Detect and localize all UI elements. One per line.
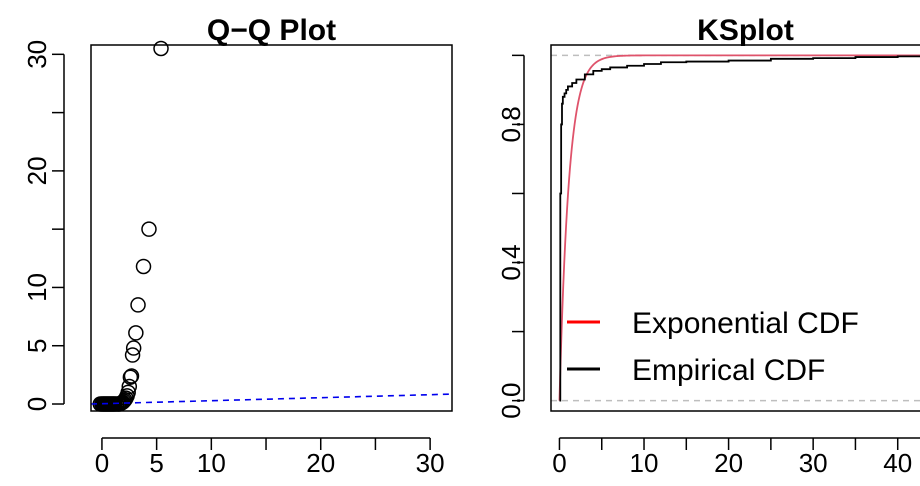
data-point <box>141 221 157 237</box>
empirical-cdf-line <box>559 55 920 402</box>
data-point <box>153 40 169 57</box>
data-point <box>121 378 138 395</box>
ks-plot-panel: KSplot 0 10 20 30 40 0.0 0.4 0.8 Exponential CDF E… <box>496 14 920 478</box>
data-point <box>135 258 152 275</box>
chart-title: KSplot <box>697 14 794 47</box>
y-tick-label: 20 <box>22 156 52 185</box>
legend-label: Empirical CDF <box>632 354 825 387</box>
plot-frame <box>90 44 453 412</box>
data-point <box>122 369 139 385</box>
x-tick-label: 0 <box>95 448 109 478</box>
chart-title: Q−Q Plot <box>207 14 336 47</box>
x-tick-label: 30 <box>799 448 828 478</box>
legend-label: Exponential CDF <box>632 307 859 340</box>
y-tick-label: 0.4 <box>496 244 526 280</box>
x-tick-label: 40 <box>883 448 912 478</box>
data-point <box>125 340 142 356</box>
y-tick-label: 0.0 <box>496 383 526 419</box>
data-point <box>124 347 141 363</box>
plot-frame <box>550 44 920 412</box>
qq-plot-panel: Q−Q Plot 0 5 10 20 30 0 5 10 20 30 <box>22 14 453 478</box>
data-point <box>130 297 146 313</box>
data-point <box>120 384 136 401</box>
x-tick-label: 20 <box>306 448 335 478</box>
y-tick-label: 30 <box>22 40 52 69</box>
exponential-cdf-line <box>558 54 920 401</box>
y-tick-label: 0.8 <box>496 106 526 142</box>
x-tick-label: 10 <box>630 448 659 478</box>
data-point <box>123 368 140 384</box>
x-tick-label: 20 <box>714 448 743 478</box>
y-tick-label: 5 <box>22 338 52 352</box>
y-tick-label: 10 <box>22 273 52 302</box>
data-point <box>128 325 144 341</box>
x-tick-label: 30 <box>416 448 445 478</box>
reference-qq-line <box>90 393 453 405</box>
y-tick-label: 0 <box>22 397 52 411</box>
x-tick-label: 5 <box>149 448 163 478</box>
x-tick-label: 10 <box>197 448 226 478</box>
x-tick-label: 0 <box>552 448 566 478</box>
